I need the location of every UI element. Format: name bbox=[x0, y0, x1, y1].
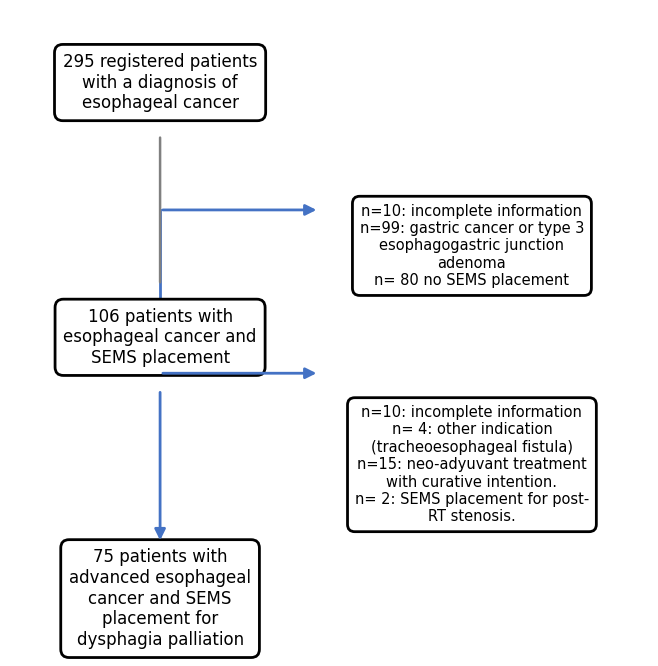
Text: n=10: incomplete information
n=99: gastric cancer or type 3
esophagogastric junc: n=10: incomplete information n=99: gastr… bbox=[360, 204, 584, 288]
Text: 106 patients with
esophageal cancer and
SEMS placement: 106 patients with esophageal cancer and … bbox=[63, 308, 257, 367]
Text: n=10: incomplete information
n= 4: other indication
(tracheoesophageal fistula)
: n=10: incomplete information n= 4: other… bbox=[355, 405, 589, 524]
Text: 295 registered patients
with a diagnosis of
esophageal cancer: 295 registered patients with a diagnosis… bbox=[63, 53, 257, 113]
Text: 75 patients with
advanced esophageal
cancer and SEMS
placement for
dysphagia pal: 75 patients with advanced esophageal can… bbox=[69, 548, 251, 649]
